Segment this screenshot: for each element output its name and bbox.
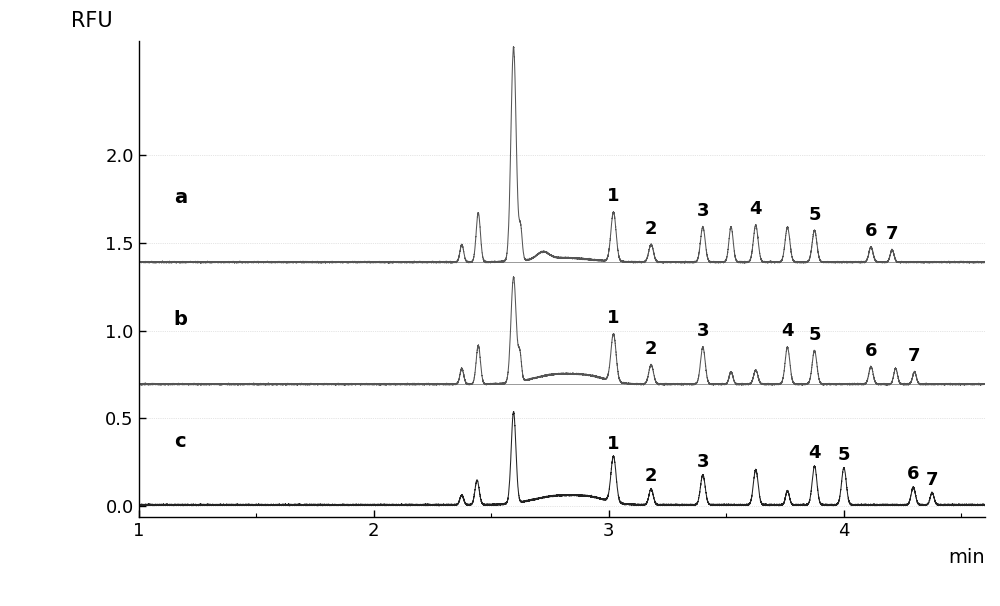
Text: b: b xyxy=(174,310,188,328)
Text: 7: 7 xyxy=(908,347,921,365)
Text: 4: 4 xyxy=(749,200,762,218)
Text: 3: 3 xyxy=(697,453,709,471)
Text: 7: 7 xyxy=(926,471,938,488)
Text: 1: 1 xyxy=(607,435,620,453)
Text: c: c xyxy=(174,431,185,451)
Text: a: a xyxy=(174,188,187,207)
Text: 3: 3 xyxy=(697,202,709,220)
Text: 4: 4 xyxy=(781,322,794,341)
Text: min: min xyxy=(948,548,985,567)
Text: 5: 5 xyxy=(838,446,850,464)
Text: 6: 6 xyxy=(865,222,877,240)
Text: 4: 4 xyxy=(808,444,821,462)
Text: 6: 6 xyxy=(907,465,920,484)
Text: 7: 7 xyxy=(886,225,898,243)
Text: 2: 2 xyxy=(645,340,657,358)
Text: 5: 5 xyxy=(808,205,821,224)
Text: 2: 2 xyxy=(645,219,657,238)
Text: 2: 2 xyxy=(645,467,657,485)
Text: 6: 6 xyxy=(865,342,877,359)
Text: 1: 1 xyxy=(607,187,620,205)
Y-axis label: RFU: RFU xyxy=(71,12,113,32)
Text: 1: 1 xyxy=(607,309,620,327)
Text: 3: 3 xyxy=(697,322,709,341)
Text: 5: 5 xyxy=(808,326,821,344)
